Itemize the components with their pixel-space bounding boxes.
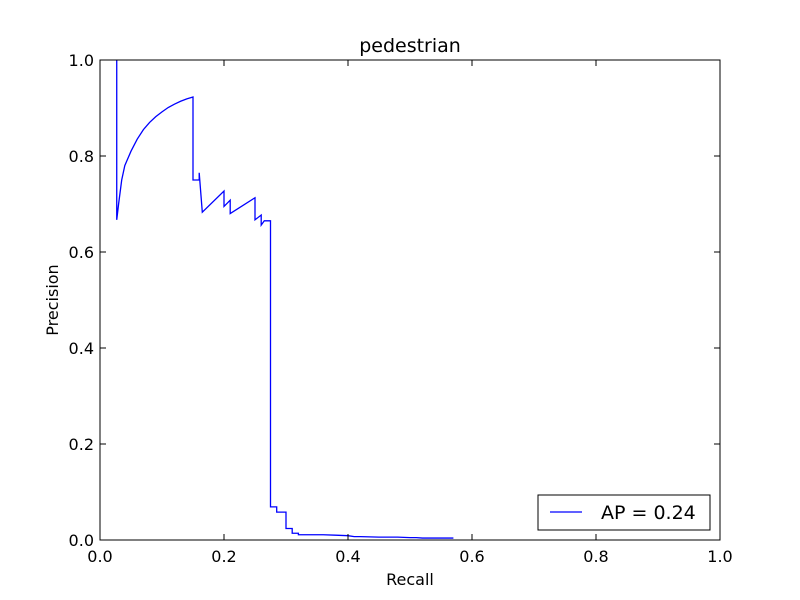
y-tick-label: 0.2 [69, 435, 94, 454]
plot-frame [99, 59, 721, 541]
x-tick-label: 0.2 [211, 547, 236, 566]
y-axis-label: Precision [43, 264, 62, 335]
x-tick-label: 0.6 [459, 547, 484, 566]
x-tick-label: 0.4 [335, 547, 360, 566]
y-tick-label: 0.6 [69, 243, 94, 262]
x-axis-label: Recall [386, 570, 434, 589]
x-tick-label: 0.8 [583, 547, 608, 566]
legend-entry-label: AP = 0.24 [601, 502, 696, 524]
y-tick-label: 0.0 [69, 531, 94, 550]
x-tick-label: 0.0 [87, 547, 112, 566]
x-tick-label: 1.0 [707, 547, 732, 566]
chart-title: pedestrian [359, 35, 461, 57]
series-line-0 [116, 60, 454, 539]
y-tick-label: 1.0 [69, 51, 94, 70]
y-tick-label: 0.8 [69, 147, 94, 166]
y-tick-label: 0.4 [69, 339, 94, 358]
legend: AP = 0.24 [537, 494, 711, 531]
